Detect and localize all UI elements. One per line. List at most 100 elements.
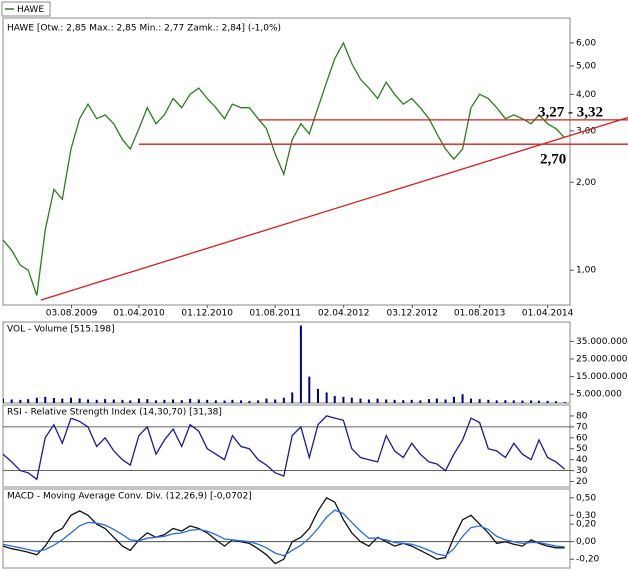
bar bbox=[206, 399, 209, 403]
y-tick-label: 5,00 bbox=[576, 62, 596, 72]
x-tick-label: 03.08.2009 bbox=[46, 309, 98, 319]
bar bbox=[342, 396, 345, 403]
trend-line bbox=[40, 116, 628, 301]
y-tick-label: 0,00 bbox=[576, 537, 596, 547]
x-tick-label: 01.12.2010 bbox=[181, 309, 233, 319]
panel-title: RSI - Relative Strength Index (14,30,70)… bbox=[7, 408, 222, 418]
y-tick-label: 0,30 bbox=[576, 511, 596, 521]
bar bbox=[299, 325, 302, 403]
title-bg bbox=[4, 406, 225, 418]
title-bg bbox=[4, 323, 118, 335]
bar bbox=[325, 392, 328, 403]
bar bbox=[104, 399, 107, 403]
x-tick-label: 01.04.2014 bbox=[522, 309, 574, 319]
y-tick-label: -0,20 bbox=[576, 555, 600, 565]
bar bbox=[563, 402, 566, 403]
x-tick-label: 01.08.2011 bbox=[249, 309, 301, 319]
bar bbox=[257, 400, 260, 403]
bar bbox=[3, 398, 4, 403]
y-tick-label: 70 bbox=[576, 422, 588, 432]
bar bbox=[274, 399, 277, 403]
bar bbox=[504, 400, 507, 403]
bar bbox=[452, 396, 455, 403]
bar bbox=[333, 395, 336, 403]
bar bbox=[444, 399, 447, 403]
y-tick-label: 35.000.000 bbox=[576, 337, 628, 347]
bar bbox=[359, 398, 362, 403]
bar bbox=[172, 399, 175, 403]
bar bbox=[78, 398, 81, 403]
bar bbox=[112, 399, 115, 403]
y-tick-label: 25.000.000 bbox=[576, 354, 628, 364]
plot-area bbox=[3, 41, 566, 296]
bar bbox=[146, 399, 149, 403]
bar bbox=[197, 399, 200, 403]
y-tick-label: 0,20 bbox=[576, 520, 596, 530]
y-tick-label: 5.000.000 bbox=[576, 390, 622, 400]
bar bbox=[61, 398, 64, 403]
y-tick-label: 30 bbox=[576, 466, 588, 476]
bar bbox=[69, 397, 72, 403]
series-line bbox=[3, 415, 566, 481]
x-tick-label: 01.04.2010 bbox=[113, 309, 165, 319]
title-bg bbox=[4, 490, 255, 502]
series-line bbox=[3, 496, 565, 565]
bar bbox=[27, 399, 30, 403]
y-tick-label: 50 bbox=[576, 444, 588, 454]
bar bbox=[95, 399, 98, 403]
y-tick-label: 2,00 bbox=[576, 178, 596, 188]
bar bbox=[402, 400, 405, 403]
panel-title: VOL - Volume [515.198] bbox=[7, 325, 115, 335]
bar bbox=[419, 400, 422, 403]
bar bbox=[282, 397, 285, 403]
y-tick-label: 4,00 bbox=[576, 90, 596, 100]
bar bbox=[478, 399, 481, 403]
y-tick-label: 20 bbox=[576, 477, 588, 487]
series-line bbox=[3, 509, 565, 557]
bar bbox=[537, 400, 540, 403]
x-tick-label: 03.12.2012 bbox=[386, 309, 438, 319]
bar bbox=[163, 399, 166, 403]
bar bbox=[10, 399, 13, 403]
bar bbox=[428, 399, 431, 403]
bar bbox=[487, 399, 490, 403]
bar bbox=[189, 398, 192, 403]
bar bbox=[410, 399, 413, 403]
plot-area bbox=[3, 325, 566, 403]
series-line bbox=[3, 41, 566, 296]
bar bbox=[248, 400, 251, 403]
bar bbox=[19, 399, 22, 403]
annotation: 2,70 bbox=[540, 151, 566, 167]
bar bbox=[121, 399, 124, 403]
plot-area bbox=[3, 496, 570, 565]
bar bbox=[308, 376, 311, 403]
y-tick-label: 0,50 bbox=[576, 493, 596, 503]
x-tick-label: 01.08.2013 bbox=[454, 309, 506, 319]
bar bbox=[291, 392, 294, 403]
plot-area bbox=[3, 415, 570, 481]
x-tick-label: 02.04.2012 bbox=[318, 309, 370, 319]
bar bbox=[546, 400, 549, 403]
bar bbox=[137, 398, 140, 403]
bar bbox=[35, 397, 38, 403]
bar bbox=[512, 400, 515, 403]
bar bbox=[265, 398, 268, 403]
bar bbox=[393, 399, 396, 403]
bar bbox=[231, 399, 234, 403]
bar bbox=[316, 388, 319, 403]
panel-frame bbox=[2, 321, 571, 404]
y-tick-label: 80 bbox=[576, 411, 588, 421]
y-tick-label: 1,00 bbox=[576, 266, 596, 276]
bar bbox=[461, 394, 464, 403]
bar bbox=[469, 398, 472, 403]
legend-box bbox=[1, 1, 51, 17]
bar bbox=[240, 400, 243, 403]
bar bbox=[435, 398, 438, 403]
bar bbox=[52, 398, 55, 403]
bar bbox=[129, 400, 132, 403]
bar bbox=[530, 400, 533, 403]
y-tick-label: 6,00 bbox=[576, 38, 596, 48]
bar bbox=[521, 400, 524, 403]
bar bbox=[180, 400, 183, 403]
